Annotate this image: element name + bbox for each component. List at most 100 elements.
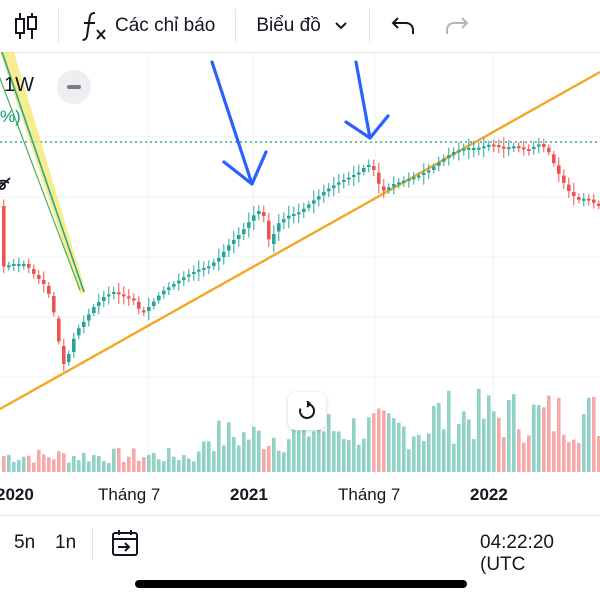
candle-body <box>197 269 201 272</box>
volume-bar <box>152 453 156 472</box>
candle-body <box>317 196 321 200</box>
arrow-line <box>354 60 372 140</box>
candle-body <box>487 144 491 147</box>
candle-body <box>137 301 141 309</box>
volume-bars <box>2 388 600 472</box>
volume-bar <box>542 407 546 472</box>
volume-bar <box>122 461 126 472</box>
candle-body <box>222 251 226 257</box>
candle-body <box>547 147 551 153</box>
chart-type-dropdown[interactable]: Biểu đồ <box>236 0 348 52</box>
volume-bar <box>252 426 256 472</box>
volume-bar <box>277 450 281 472</box>
candle-body <box>242 229 246 234</box>
fan-line <box>0 76 81 291</box>
volume-bar <box>57 451 61 472</box>
volume-bar <box>352 418 356 472</box>
candle-body <box>22 264 26 266</box>
indicators-button[interactable]: Các chỉ báo <box>59 0 215 52</box>
volume-bar <box>312 431 316 472</box>
candle-body <box>92 307 96 313</box>
undo-button[interactable] <box>370 0 416 52</box>
chart-area[interactable]: 1W %) 2020 Tháng 7 2021 Tháng 7 2022 <box>0 52 600 510</box>
candle-body <box>7 265 11 268</box>
volume-bar <box>67 462 71 472</box>
minus-icon <box>67 85 81 89</box>
candle-body <box>87 314 91 321</box>
candle-body <box>367 165 371 167</box>
candle-body <box>192 272 196 274</box>
candle-body <box>432 166 436 170</box>
volume-bar <box>402 426 406 472</box>
volume-bar <box>467 419 471 472</box>
volume-bar <box>242 432 246 472</box>
candle-body <box>147 307 151 311</box>
volume-bar <box>392 418 396 472</box>
candle-body <box>542 144 546 147</box>
volume-bar <box>337 431 341 472</box>
candle-body <box>12 264 16 266</box>
candle-body <box>102 297 106 301</box>
volume-bar <box>247 439 251 472</box>
volume-bar <box>237 445 241 472</box>
volume-bar <box>512 394 516 472</box>
volume-bar <box>82 453 86 472</box>
volume-bar <box>382 410 386 472</box>
go-to-date-icon[interactable] <box>110 528 140 558</box>
candle-body <box>112 292 116 294</box>
collapse-legend-button[interactable] <box>57 70 91 104</box>
volume-bar <box>182 455 186 472</box>
chart-type-label: Biểu đồ <box>256 15 321 36</box>
volume-bar <box>102 461 106 472</box>
candle-body <box>482 146 486 149</box>
toolbar-separator <box>58 9 59 43</box>
candle-body <box>152 301 156 306</box>
candle-body <box>327 188 331 192</box>
candle-body <box>72 338 76 352</box>
volume-bar <box>347 440 351 472</box>
volume-bar <box>577 442 581 472</box>
volume-bar <box>592 397 596 472</box>
candle-body <box>382 186 386 191</box>
volume-bar <box>177 460 181 472</box>
candle-body <box>292 214 296 216</box>
volume-bar <box>272 437 276 472</box>
candle-body <box>402 180 406 183</box>
candle-body <box>527 149 531 151</box>
candle-body <box>322 192 326 196</box>
candle-body <box>207 266 211 269</box>
candle-body <box>182 277 186 280</box>
candle-body <box>392 184 396 187</box>
candle-body <box>17 264 21 266</box>
candle-body <box>247 222 251 228</box>
volume-bar <box>127 456 131 472</box>
candle-body <box>477 147 481 150</box>
candle-body <box>462 148 466 151</box>
candle-body <box>492 144 496 147</box>
volume-bar <box>372 413 376 472</box>
volume-bar <box>142 457 146 472</box>
candle-body <box>272 234 276 244</box>
volume-bar <box>492 411 496 472</box>
redo-button[interactable] <box>416 0 470 52</box>
candle-body <box>67 354 71 362</box>
volume-bar <box>597 435 600 472</box>
range-5y-button[interactable]: 5n <box>14 532 36 553</box>
candle-body <box>82 322 86 327</box>
volume-bar <box>287 439 291 472</box>
range-1y-button[interactable]: 1n <box>55 532 77 553</box>
price-chart[interactable] <box>0 52 600 510</box>
chevron-down-icon <box>335 22 347 30</box>
reset-chart-button[interactable] <box>288 392 326 430</box>
candlestick-type-button[interactable] <box>0 0 52 52</box>
candle-body <box>237 235 241 239</box>
volume-bar <box>97 456 101 472</box>
volume-bar <box>22 456 26 472</box>
volume-bar <box>452 443 456 472</box>
eye-hidden-icon[interactable] <box>0 176 14 196</box>
candle-body <box>352 175 356 177</box>
volume-bar <box>527 435 531 472</box>
arrow-head <box>222 150 268 186</box>
candle-body <box>132 298 136 301</box>
volume-bar <box>537 405 541 472</box>
